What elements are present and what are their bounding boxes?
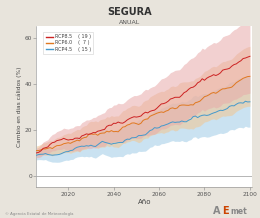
X-axis label: Año: Año — [138, 199, 151, 205]
Text: A: A — [213, 206, 221, 216]
Text: E: E — [222, 206, 229, 216]
Text: ANUAL: ANUAL — [119, 20, 141, 25]
Text: © Agencia Estatal de Meteorología: © Agencia Estatal de Meteorología — [5, 212, 74, 216]
Text: SEGURA: SEGURA — [108, 7, 152, 17]
Y-axis label: Cambio en dias cálidos (%): Cambio en dias cálidos (%) — [16, 66, 22, 147]
Text: met: met — [230, 207, 247, 216]
Legend: RCP8.5    ( 19 ), RCP6.0    (  7 ), RCP4.5    ( 15 ): RCP8.5 ( 19 ), RCP6.0 ( 7 ), RCP4.5 ( 15… — [43, 32, 93, 54]
